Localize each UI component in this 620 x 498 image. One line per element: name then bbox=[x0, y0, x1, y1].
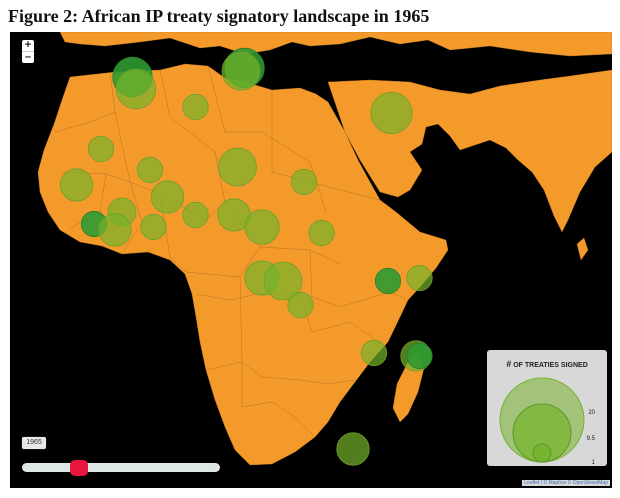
treaty-bubble[interactable] bbox=[98, 213, 132, 247]
legend-label-mid: 9.5 bbox=[587, 436, 596, 442]
treaty-bubble[interactable] bbox=[140, 213, 167, 241]
treaty-bubble[interactable] bbox=[182, 93, 209, 121]
treaty-bubble[interactable] bbox=[136, 156, 164, 184]
treaty-bubble[interactable] bbox=[308, 219, 335, 247]
treaty-bubble[interactable] bbox=[290, 168, 318, 196]
legend-graphic: 20 9.5 1 bbox=[499, 377, 596, 466]
map-view[interactable]: + – 1965 # OF TREATIES SIGNED 20 9.5 1 L… bbox=[10, 32, 612, 488]
treaty-bubble[interactable] bbox=[406, 342, 433, 370]
legend-circle-min bbox=[532, 443, 552, 463]
treaty-bubble[interactable] bbox=[218, 147, 257, 187]
legend-label-max: 20 bbox=[588, 410, 595, 416]
sri-lanka-island bbox=[576, 237, 589, 261]
legend-title-hash: # bbox=[506, 359, 512, 369]
europe-landmass bbox=[59, 32, 612, 57]
slider-handle[interactable] bbox=[69, 460, 88, 476]
zoom-in-button[interactable]: + bbox=[24, 39, 32, 51]
treaty-bubble[interactable] bbox=[336, 432, 370, 466]
year-label: 1965 bbox=[22, 437, 46, 449]
legend-title: # OF TREATIES SIGNED bbox=[487, 359, 607, 369]
treaty-bubble[interactable] bbox=[360, 339, 388, 367]
treaty-bubble[interactable] bbox=[115, 68, 157, 110]
legend-panel: # OF TREATIES SIGNED 20 9.5 1 bbox=[487, 350, 607, 466]
bubble-layer bbox=[59, 47, 521, 466]
treaty-bubble[interactable] bbox=[370, 92, 413, 135]
treaty-bubble[interactable] bbox=[244, 209, 280, 245]
treaty-bubble[interactable] bbox=[59, 168, 94, 202]
zoom-control: + – bbox=[22, 40, 34, 63]
treaty-bubble[interactable] bbox=[374, 267, 402, 295]
treaty-bubble[interactable] bbox=[87, 135, 115, 163]
treaty-bubble[interactable] bbox=[221, 51, 261, 91]
legend-label-min: 1 bbox=[592, 460, 596, 466]
treaty-bubble[interactable] bbox=[287, 291, 314, 319]
zoom-out-button[interactable]: – bbox=[22, 51, 34, 63]
figure-title: Figure 2: African IP treaty signatory la… bbox=[8, 6, 430, 26]
treaty-bubble[interactable] bbox=[406, 264, 433, 292]
treaty-bubble[interactable] bbox=[150, 180, 185, 214]
legend-title-text: OF TREATIES SIGNED bbox=[513, 362, 588, 369]
map-canvas[interactable] bbox=[10, 32, 612, 488]
treaty-bubble[interactable] bbox=[182, 201, 209, 229]
treaty-bubble[interactable] bbox=[263, 261, 303, 301]
map-attribution[interactable]: Leaflet | © Mapbox © OpenStreetMap bbox=[522, 480, 610, 486]
year-slider[interactable] bbox=[22, 460, 220, 476]
